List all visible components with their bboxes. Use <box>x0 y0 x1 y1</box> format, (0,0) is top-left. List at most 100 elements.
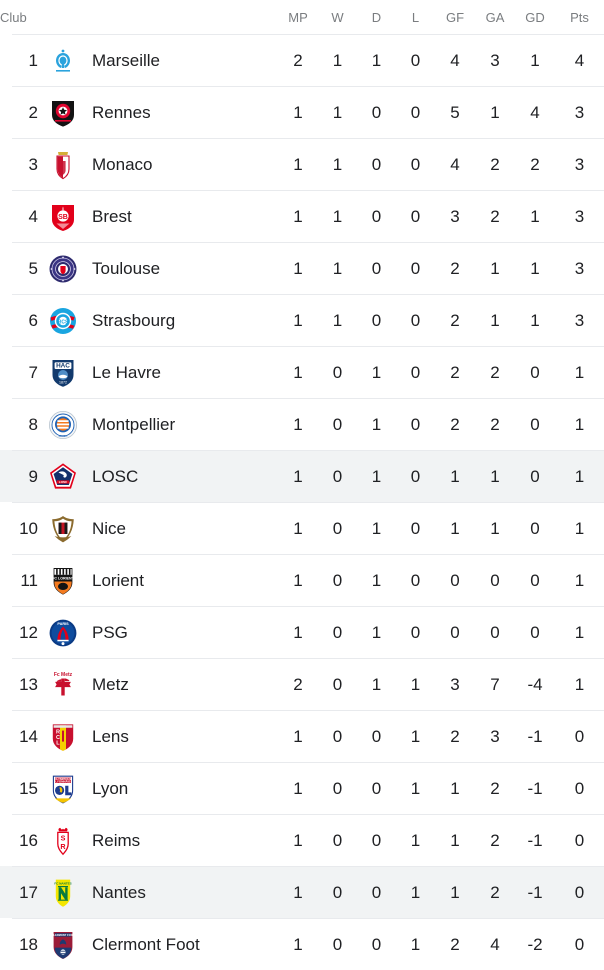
club-name[interactable]: Lens <box>92 727 129 747</box>
goals-against-cell: 1 <box>475 503 515 555</box>
column-header-club[interactable]: Club <box>0 0 278 35</box>
divider-inset <box>0 866 12 867</box>
monaco-crest <box>46 148 80 182</box>
column-header-ga[interactable]: GA <box>475 0 515 35</box>
draws-cell: 0 <box>357 711 396 763</box>
club-cell[interactable]: 1 Marseille <box>0 35 278 87</box>
goals-against-cell: 2 <box>475 399 515 451</box>
draws-cell: 0 <box>357 139 396 191</box>
club-name[interactable]: Marseille <box>92 51 160 71</box>
goals-for-cell: 2 <box>435 919 475 970</box>
divider-inset <box>0 294 12 295</box>
club-name[interactable]: Nice <box>92 519 126 539</box>
club-name[interactable]: Lyon <box>92 779 128 799</box>
goal-difference-cell: 1 <box>515 35 555 87</box>
rank-number: 9 <box>12 467 38 487</box>
lorient-crest: FC LORIENT <box>46 564 80 598</box>
club-name[interactable]: Reims <box>92 831 140 851</box>
matches-played-cell: 1 <box>278 451 318 503</box>
club-name[interactable]: Monaco <box>92 155 152 175</box>
header-row: Club MP W D L GF GA GD Pts <box>0 0 604 35</box>
rank-number: 5 <box>12 259 38 279</box>
draws-cell: 0 <box>357 191 396 243</box>
club-cell[interactable]: 17 FC NANTES Nantes <box>0 867 278 919</box>
column-header-gd[interactable]: GD <box>515 0 555 35</box>
points-cell: 3 <box>555 87 604 139</box>
club-name[interactable]: Toulouse <box>92 259 160 279</box>
club-name[interactable]: Nantes <box>92 883 146 903</box>
club-cell[interactable]: 15 OLYMPIQUE LYONNAIS Lyon <box>0 763 278 815</box>
club-name[interactable]: Rennes <box>92 103 151 123</box>
wins-cell: 0 <box>318 919 357 970</box>
club-name[interactable]: Strasbourg <box>92 311 175 331</box>
goals-against-cell: 1 <box>475 295 515 347</box>
goals-for-cell: 2 <box>435 347 475 399</box>
rank-number: 2 <box>12 103 38 123</box>
club-name[interactable]: Clermont Foot <box>92 935 200 955</box>
goals-for-cell: 4 <box>435 35 475 87</box>
column-header-w[interactable]: W <box>318 0 357 35</box>
rank-number: 17 <box>12 883 38 903</box>
club-cell[interactable]: 14 R C L Lens <box>0 711 278 763</box>
column-header-d[interactable]: D <box>357 0 396 35</box>
club-cell[interactable]: 10 Nice <box>0 503 278 555</box>
club-name[interactable]: LOSC <box>92 467 138 487</box>
club-name[interactable]: Le Havre <box>92 363 161 383</box>
goals-against-cell: 1 <box>475 87 515 139</box>
column-header-mp[interactable]: MP <box>278 0 318 35</box>
rank-number: 12 <box>12 623 38 643</box>
divider-inset <box>0 606 12 607</box>
club-cell[interactable]: 18 CLERMONT FOOT Clermont Foot <box>0 919 278 970</box>
goals-for-cell: 4 <box>435 139 475 191</box>
club-cell[interactable]: 4 SB Brest <box>0 191 278 243</box>
club-cell[interactable]: 11 FC LORIENT Lorient <box>0 555 278 607</box>
divider-inset <box>0 918 12 919</box>
club-name[interactable]: PSG <box>92 623 128 643</box>
club-name[interactable]: Brest <box>92 207 132 227</box>
svg-text:CLERMONT FOOT: CLERMONT FOOT <box>52 932 75 936</box>
club-cell[interactable]: 12 PARIS PSG <box>0 607 278 659</box>
club-name[interactable]: Lorient <box>92 571 144 591</box>
column-header-pts[interactable]: Pts <box>555 0 604 35</box>
matches-played-cell: 1 <box>278 399 318 451</box>
lyon-crest: OLYMPIQUE LYONNAIS <box>46 772 80 806</box>
column-header-l[interactable]: L <box>396 0 435 35</box>
club-cell[interactable]: 2 Rennes <box>0 87 278 139</box>
club-name[interactable]: Montpellier <box>92 415 175 435</box>
club-name[interactable]: Metz <box>92 675 129 695</box>
points-cell: 0 <box>555 867 604 919</box>
draws-cell: 0 <box>357 243 396 295</box>
column-header-gf[interactable]: GF <box>435 0 475 35</box>
points-cell: 1 <box>555 607 604 659</box>
wins-cell: 0 <box>318 659 357 711</box>
club-cell[interactable]: 3 Monaco <box>0 139 278 191</box>
svg-text:PARIS: PARIS <box>57 622 69 626</box>
club-cell[interactable]: 5 Toulouse <box>0 243 278 295</box>
goals-against-cell: 2 <box>475 763 515 815</box>
